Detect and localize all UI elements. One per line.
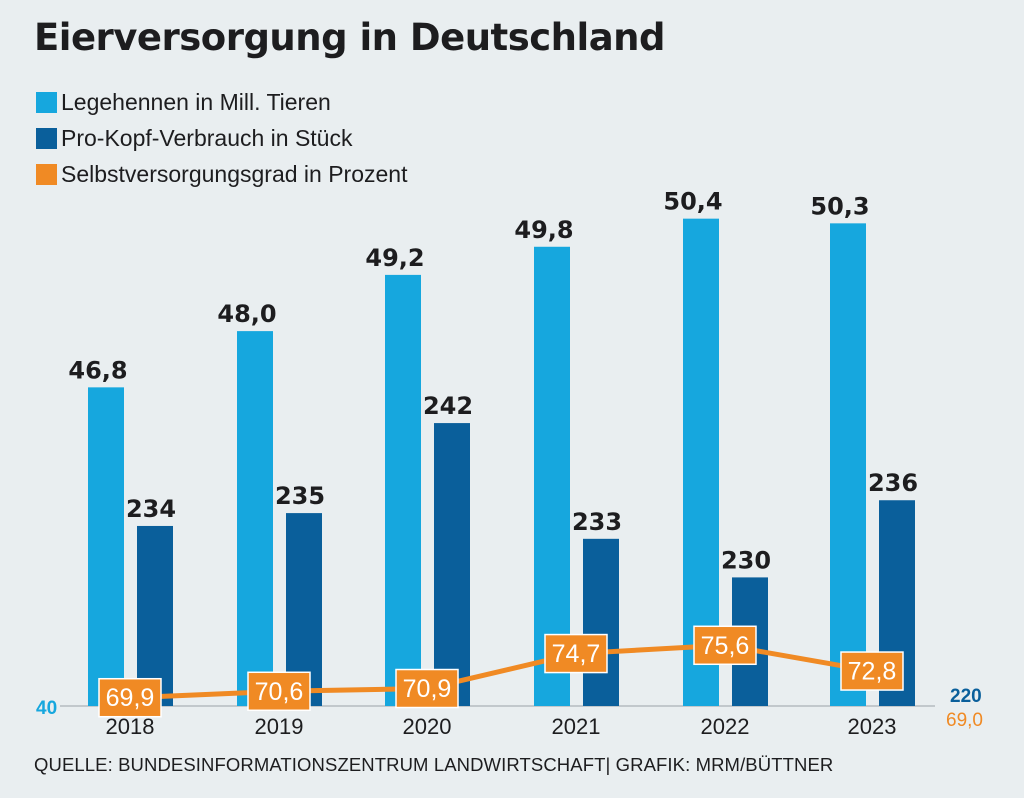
value-label-selbstversorgung-2023: 72,8 <box>848 658 897 686</box>
value-label-legehennen-2019: 48,0 <box>217 300 276 328</box>
value-label-verbrauch-2022: 230 <box>721 546 771 574</box>
x-tick-label-2018: 2018 <box>106 714 155 739</box>
legend-swatch-legehennen <box>36 91 57 113</box>
legend-swatch-selbstversorgung <box>36 163 57 185</box>
value-label-verbrauch-2021: 233 <box>572 508 622 536</box>
legend-label-selbstversorgung: Selbstversorgungsgrad in Prozent <box>61 160 408 187</box>
value-label-legehennen-2021: 49,8 <box>514 216 573 244</box>
value-label-selbstversorgung-2018: 69,9 <box>106 684 155 712</box>
bar-legehennen-2022 <box>683 218 719 706</box>
line-marker-selbstversorgung-2023 <box>840 651 904 691</box>
bar-legehennen-2023 <box>830 223 866 707</box>
value-label-legehennen-2023: 50,3 <box>810 192 869 220</box>
line-marker-selbstversorgung-2018 <box>98 677 162 718</box>
line-marker-selbstversorgung-2022 <box>693 625 757 666</box>
source-note: QUELLE: BUNDESINFORMATIONSZENTRUM LANDWI… <box>34 754 834 775</box>
legend-swatch-verbrauch <box>36 127 57 149</box>
legend-label-verbrauch: Pro-Kopf-Verbrauch in Stück <box>61 124 353 151</box>
bar-verbrauch-2018 <box>137 525 173 706</box>
value-label-verbrauch-2019: 235 <box>275 482 325 510</box>
bar-legehennen-2021 <box>534 246 570 706</box>
value-label-selbstversorgung-2019: 70,6 <box>255 678 304 706</box>
bar-legehennen-2019 <box>237 331 273 706</box>
line-marker-selbstversorgung-2021 <box>544 633 608 674</box>
bar-verbrauch-2021 <box>583 538 619 706</box>
x-tick-label-2019: 2019 <box>255 714 304 739</box>
bar-verbrauch-2020 <box>434 423 470 706</box>
axis-min-legehennen: 40 <box>36 698 58 719</box>
axis-min-verbrauch: 220 <box>950 686 982 707</box>
value-label-verbrauch-2020: 242 <box>423 392 473 420</box>
axis-min-selbstversorgung: 69,0 <box>946 710 983 731</box>
line-marker-selbstversorgung-2019 <box>247 671 311 712</box>
value-label-verbrauch-2018: 234 <box>126 495 176 523</box>
chart-title: Eierversorgung in Deutschland <box>34 16 666 59</box>
value-label-legehennen-2022: 50,4 <box>663 188 722 216</box>
x-tick-label-2021: 2021 <box>552 714 601 739</box>
legend-label-legehennen: Legehennen in Mill. Tieren <box>61 88 331 115</box>
value-label-selbstversorgung-2022: 75,6 <box>701 632 750 660</box>
value-label-legehennen-2020: 49,2 <box>365 244 424 272</box>
legend-item-verbrauch: Pro-Kopf-Verbrauch in Stück <box>36 120 407 156</box>
x-tick-label-2022: 2022 <box>701 714 750 739</box>
legend-item-legehennen: Legehennen in Mill. Tieren <box>36 84 407 120</box>
value-label-legehennen-2018: 46,8 <box>68 356 127 384</box>
x-tick-label-2020: 2020 <box>403 714 452 739</box>
x-tick-label-2023: 2023 <box>848 714 897 739</box>
value-label-verbrauch-2023: 236 <box>868 469 918 497</box>
legend: Legehennen in Mill. Tieren Pro-Kopf-Verb… <box>36 84 407 192</box>
bar-legehennen-2018 <box>88 387 124 706</box>
legend-item-selbstversorgung: Selbstversorgungsgrad in Prozent <box>36 156 407 192</box>
value-label-selbstversorgung-2021: 74,7 <box>552 640 601 668</box>
bar-legehennen-2020 <box>385 274 421 706</box>
value-label-selbstversorgung-2020: 70,9 <box>403 675 452 703</box>
line-marker-selbstversorgung-2020 <box>395 668 459 709</box>
